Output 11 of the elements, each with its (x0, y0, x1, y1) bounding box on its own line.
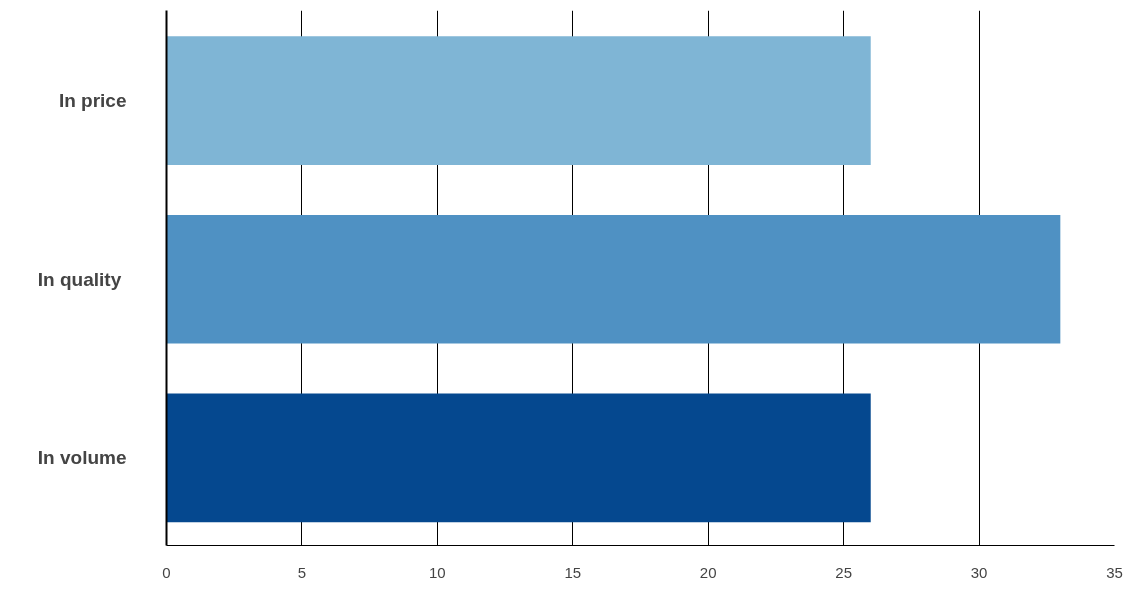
x-tick-label: 20 (699, 563, 717, 581)
x-tick-label: 25 (835, 563, 852, 581)
x-tick-label: 15 (564, 563, 582, 581)
x-tick-label: 35 (1106, 563, 1123, 581)
y-tick-label: In volume (37, 447, 127, 469)
y-tick-label: In quality (37, 268, 122, 290)
x-tick-label: 10 (429, 563, 446, 581)
x-tick-label: 0 (162, 563, 171, 581)
y-tick-label: In price (58, 90, 127, 112)
x-tick-label: 30 (970, 563, 988, 581)
x-tick-label: 5 (297, 563, 307, 581)
